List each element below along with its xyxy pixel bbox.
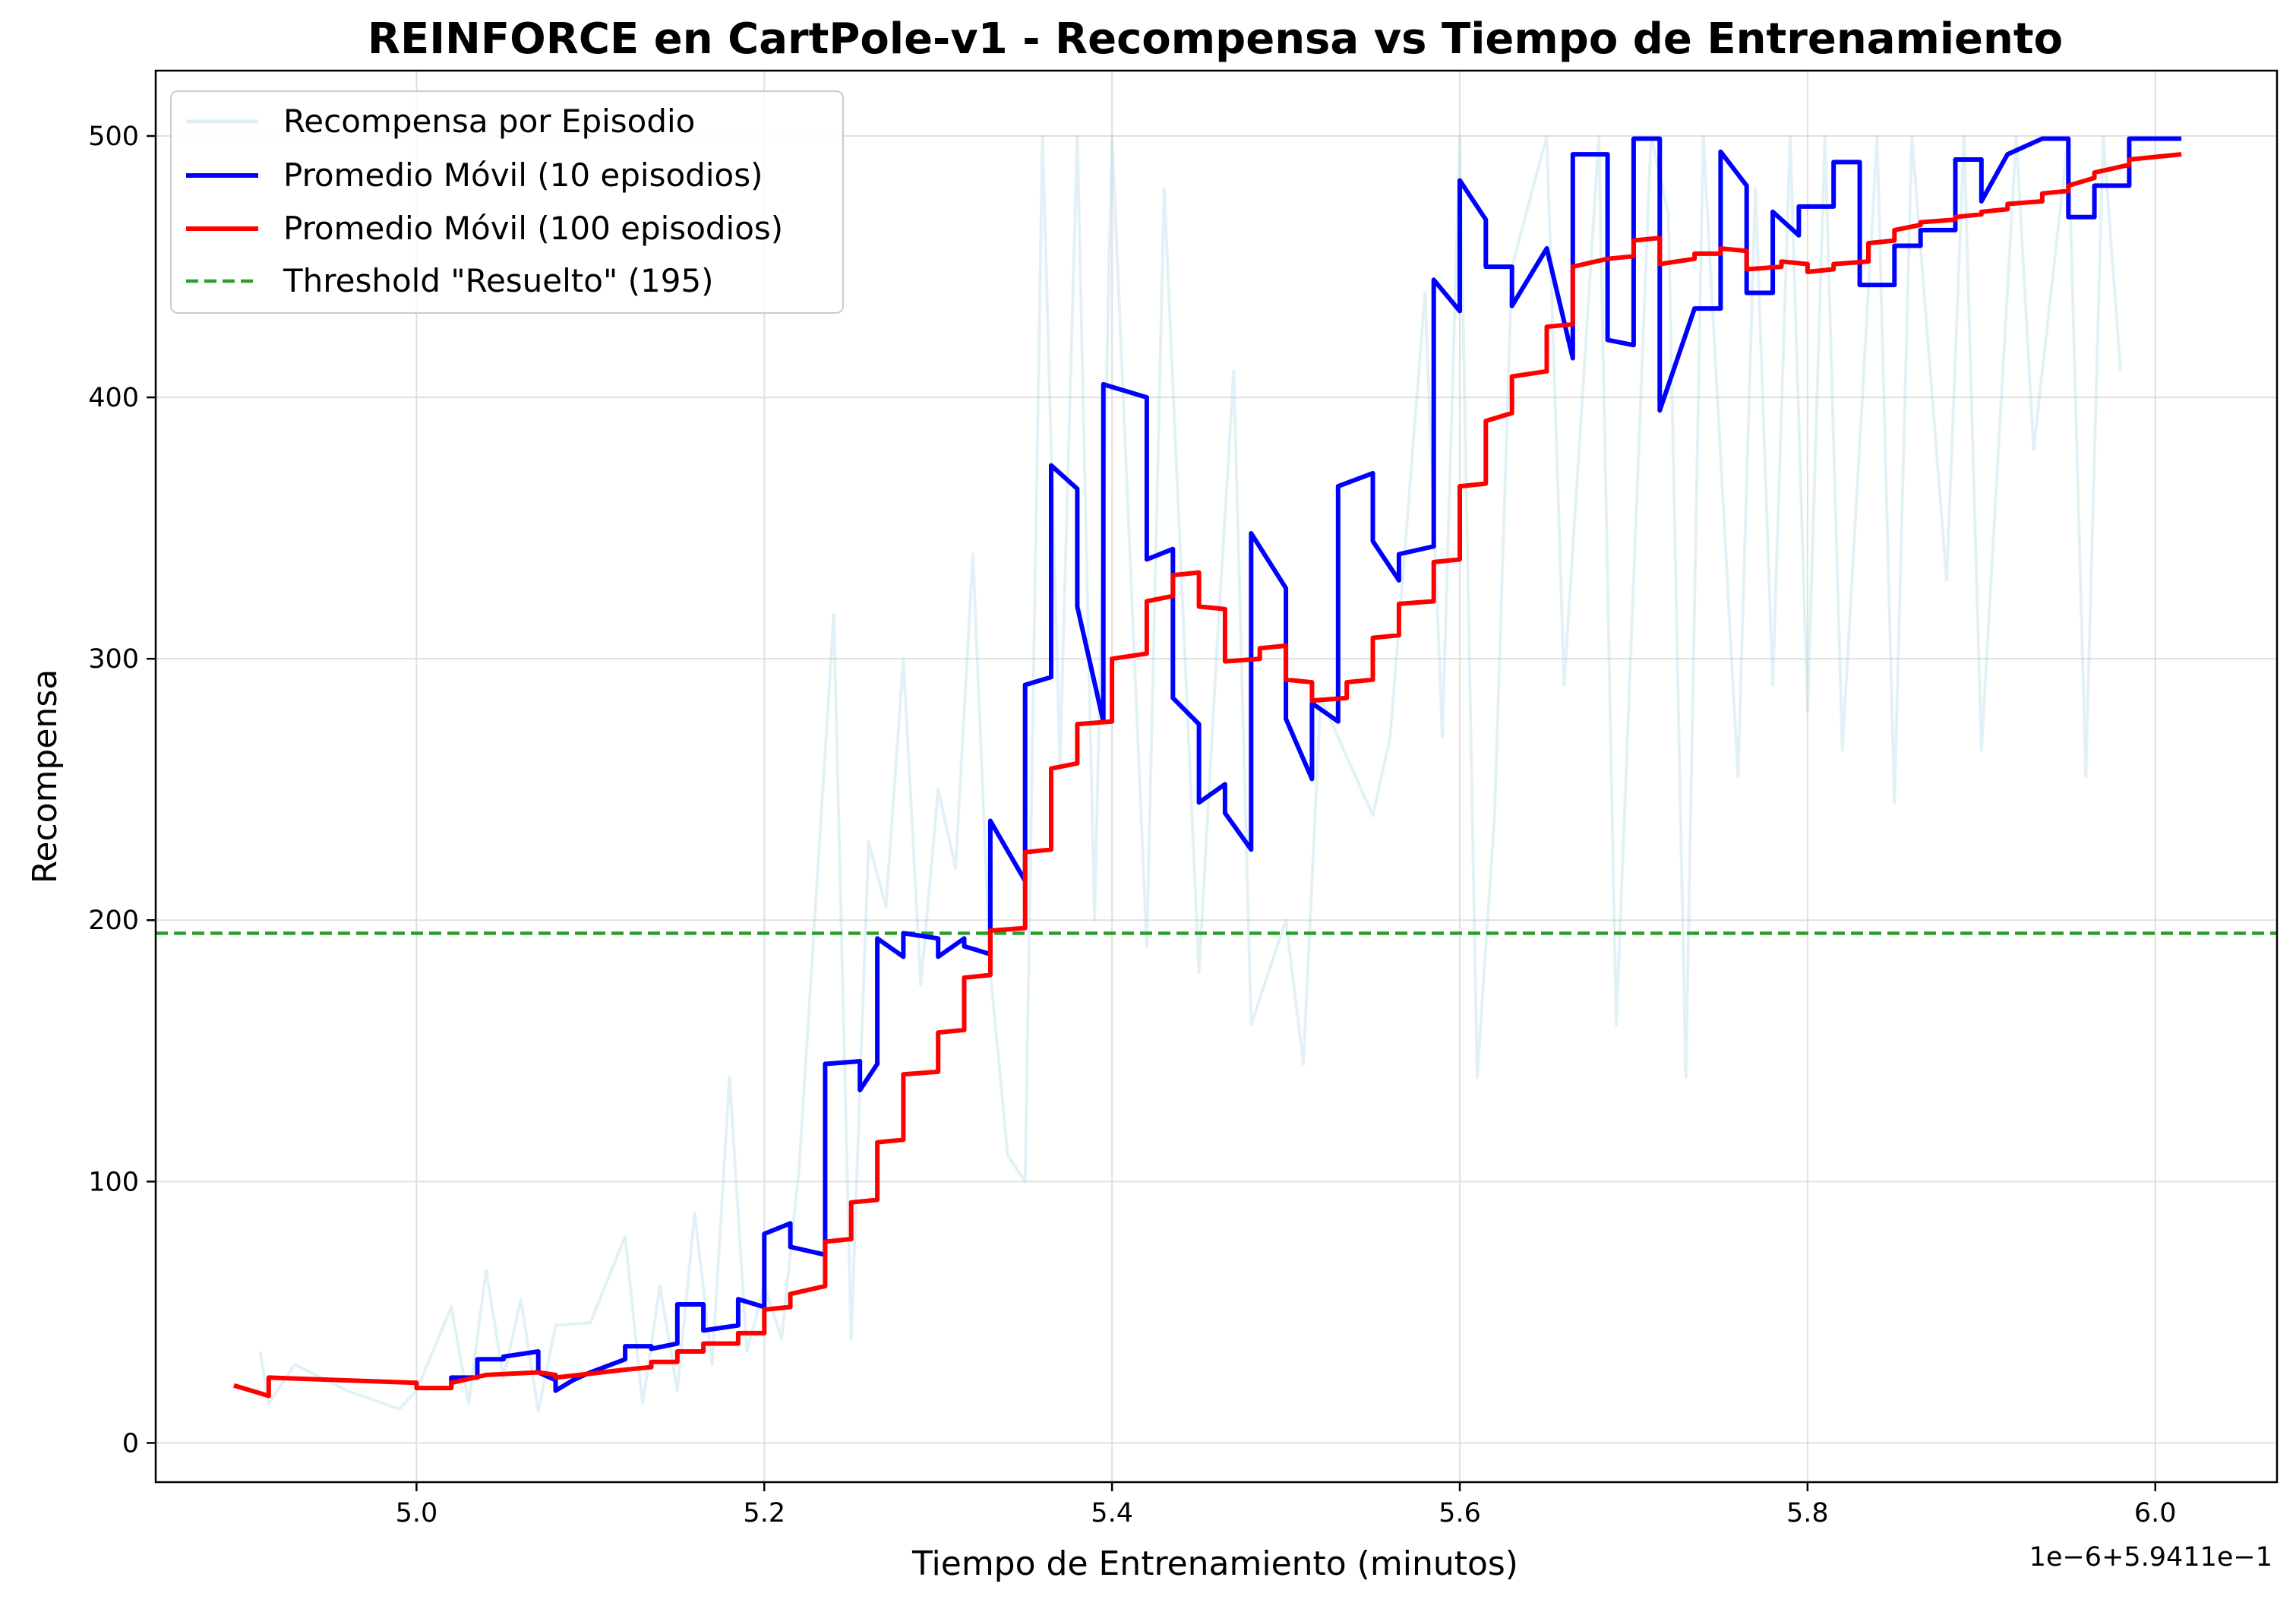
x-tick-label: 6.0 (2134, 1498, 2177, 1528)
legend: Recompensa por Episodio Promedio Móvil (… (170, 90, 844, 314)
plot-frame (154, 69, 2279, 1484)
y-tick-label: 300 (88, 644, 139, 675)
x-offset-label: 1e−6+5.9411e−1 (2029, 1542, 2272, 1573)
legend-label-ma100: Promedio Móvil (100 episodios) (283, 210, 783, 247)
x-tick-label: 5.4 (1091, 1498, 1133, 1528)
legend-label-ma10: Promedio Móvil (10 episodios) (283, 156, 763, 194)
legend-label-episode: Recompensa por Episodio (283, 103, 695, 140)
x-tick-label: 5.2 (743, 1498, 785, 1528)
legend-box (170, 90, 844, 314)
x-tick-label: 5.8 (1786, 1498, 1829, 1528)
y-tick-label: 200 (88, 906, 139, 936)
x-axis-label: Tiempo de Entrenamiento (minutos) (911, 1544, 1518, 1583)
x-tick-label: 5.0 (396, 1498, 438, 1528)
axis-ticks: 5.0 5.2 5.4 5.6 5.8 6.0 0 100 200 300 400 500 (88, 122, 2176, 1528)
grid-lines (156, 71, 2277, 1482)
y-tick-label: 0 (122, 1428, 139, 1459)
series-moving-average-100-line (233, 152, 2182, 1399)
x-tick-label: 5.6 (1439, 1498, 1481, 1528)
series-moving-average-10-line (449, 136, 2182, 1393)
plot-area (156, 134, 2277, 1414)
series-episode-reward-line (258, 134, 2122, 1414)
y-axis-label: Recompensa (26, 669, 65, 884)
y-tick-label: 100 (88, 1167, 139, 1197)
y-tick-label: 400 (88, 383, 139, 413)
legend-label-threshold: Threshold "Resuelto" (195) (283, 262, 714, 299)
chart-title: REINFORCE en CartPole-v1 - Recompensa vs… (368, 14, 2063, 64)
y-tick-label: 500 (88, 122, 139, 152)
